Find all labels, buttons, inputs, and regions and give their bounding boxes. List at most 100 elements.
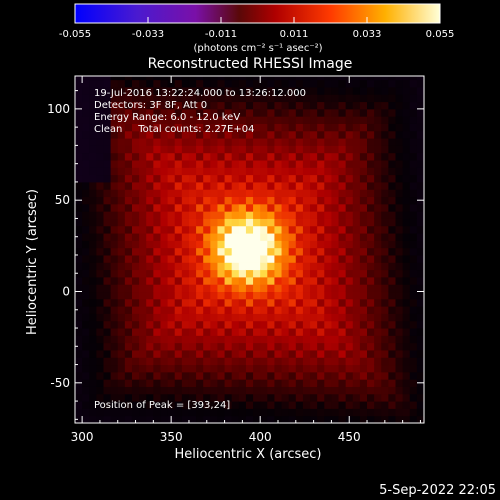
heatmap-cell xyxy=(381,262,389,271)
heatmap-cell xyxy=(188,86,197,95)
heatmap-cell xyxy=(374,94,382,103)
heatmap-cell xyxy=(253,152,261,161)
heatmap-cell xyxy=(110,108,119,117)
heatmap-cell xyxy=(110,160,119,168)
heatmap-cell xyxy=(253,284,261,293)
heatmap-cell xyxy=(274,276,283,285)
heatmap-cell xyxy=(416,138,424,146)
heatmap-cell xyxy=(331,233,340,241)
heatmap-cell xyxy=(89,291,97,300)
heatmap-cell xyxy=(331,196,340,205)
heatmap-cell xyxy=(338,328,347,336)
heatmap-cell xyxy=(139,269,147,278)
heatmap-cell xyxy=(224,145,233,154)
heatmap-cell xyxy=(274,306,283,314)
heatmap-cell xyxy=(416,130,424,139)
heatmap-cell xyxy=(345,167,354,176)
heatmap-cell xyxy=(374,225,382,234)
heatmap-cell xyxy=(260,291,268,300)
heatmap-cell xyxy=(367,298,375,307)
heatmap-cell xyxy=(409,167,418,176)
heatmap-cell xyxy=(310,181,318,190)
heatmap-cell xyxy=(96,313,104,322)
heatmap-cell xyxy=(103,401,112,409)
heatmap-cell xyxy=(402,415,411,423)
heatmap-cell xyxy=(82,335,90,344)
heatmap-cell xyxy=(302,79,311,88)
heatmap-cell xyxy=(238,174,247,183)
heatmap-cell xyxy=(274,342,283,351)
heatmap-cell xyxy=(174,233,183,241)
heatmap-cell xyxy=(388,123,397,132)
heatmap-cell xyxy=(96,225,104,234)
heatmap-cell xyxy=(416,211,424,219)
heatmap-cell xyxy=(381,123,389,132)
heatmap-cell xyxy=(359,203,368,212)
heatmap-cell xyxy=(374,189,382,198)
heatmap-cell xyxy=(117,379,126,387)
heatmap-cell xyxy=(231,76,240,81)
heatmap-cell xyxy=(82,386,90,395)
heatmap-cell xyxy=(245,101,254,110)
heatmap-cell xyxy=(110,240,119,249)
heatmap-cell xyxy=(395,379,404,387)
heatmap-cell xyxy=(217,254,226,263)
heatmap-cell xyxy=(359,415,368,423)
heatmap-cell xyxy=(89,298,97,307)
heatmap-cell xyxy=(188,138,197,146)
heatmap-cell xyxy=(146,262,154,271)
heatmap-cell xyxy=(210,145,218,154)
heatmap-cell xyxy=(302,101,311,110)
heatmap-cell xyxy=(89,415,97,423)
heatmap-cell xyxy=(310,393,318,402)
heatmap-cell xyxy=(395,393,404,402)
heatmap-cell xyxy=(96,86,104,95)
heatmap-cell xyxy=(281,284,290,293)
heatmap-cell xyxy=(352,138,361,146)
heatmap-cell xyxy=(238,145,247,154)
heatmap-cell xyxy=(167,167,176,176)
heatmap-cell xyxy=(395,79,404,88)
heatmap-cell xyxy=(196,203,204,212)
heatmap-cell xyxy=(96,116,104,124)
heatmap-cell xyxy=(75,386,83,395)
heatmap-cell xyxy=(174,393,183,402)
heatmap-cell xyxy=(409,116,418,124)
heatmap-cell xyxy=(117,233,126,241)
heatmap-cell xyxy=(288,108,297,117)
heatmap-cell xyxy=(260,167,268,176)
heatmap-cell xyxy=(96,276,104,285)
heatmap-cell xyxy=(359,233,368,241)
heatmap-cell xyxy=(217,94,226,103)
heatmap-cell xyxy=(338,379,347,387)
heatmap-cell xyxy=(295,101,304,110)
heatmap-cell xyxy=(124,189,133,198)
heatmap-cell xyxy=(295,349,304,358)
heatmap-cell xyxy=(338,94,347,103)
heatmap-cell xyxy=(188,174,197,183)
heatmap-cell xyxy=(331,291,340,300)
heatmap-cell xyxy=(288,276,297,285)
heatmap-cell xyxy=(267,342,275,351)
heatmap-cell xyxy=(139,189,147,198)
heatmap-cell xyxy=(374,203,382,212)
heatmap-cell xyxy=(367,284,375,293)
heatmap-cell xyxy=(203,167,211,176)
heatmap-cell xyxy=(302,298,311,307)
heatmap-cell xyxy=(231,240,240,249)
heatmap-cell xyxy=(374,108,382,117)
heatmap-cell xyxy=(196,145,204,154)
heatmap-cell xyxy=(75,86,83,95)
heatmap-cell xyxy=(96,364,104,373)
annotation-detectors: Detectors: 3F 8F, Att 0 xyxy=(94,100,207,111)
heatmap-cell xyxy=(167,371,176,380)
heatmap-cell xyxy=(317,349,325,358)
heatmap-cell xyxy=(238,342,247,351)
heatmap-cell xyxy=(253,138,261,146)
heatmap-cell xyxy=(160,415,169,423)
annotation-time-range: 19-Jul-2016 13:22:24.000 to 13:26:12.000 xyxy=(94,88,306,99)
heatmap-cell xyxy=(310,262,318,271)
heatmap-cell xyxy=(359,123,368,132)
heatmap-cell xyxy=(131,130,140,139)
heatmap-cell xyxy=(324,386,332,395)
